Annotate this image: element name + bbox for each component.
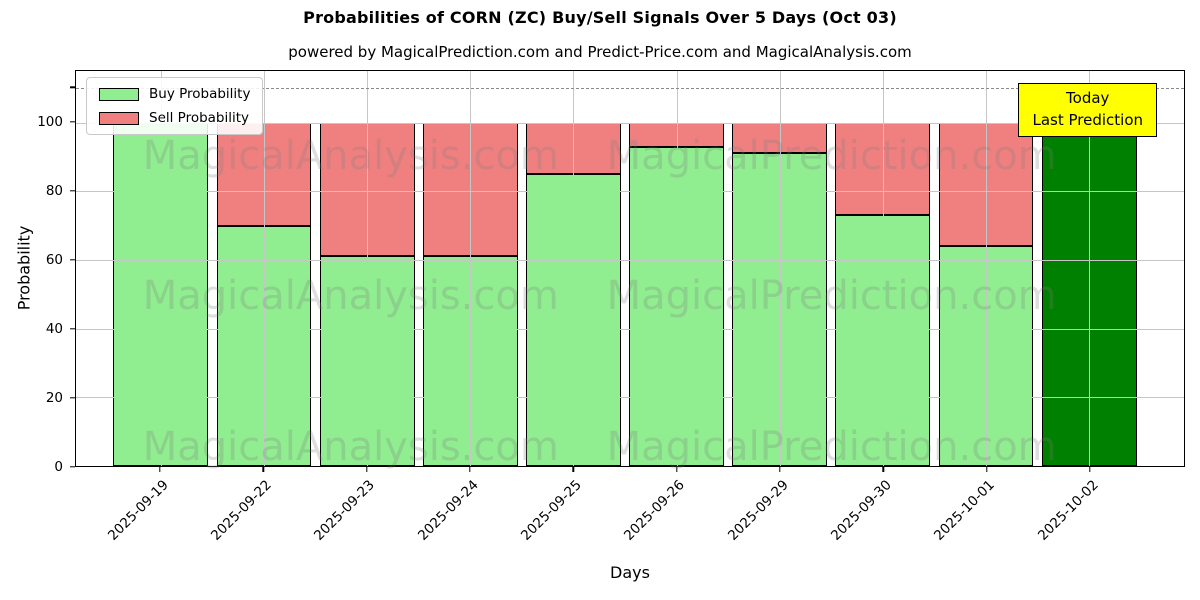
y-tick-label: 40 — [45, 320, 63, 337]
x-tick-mark — [882, 467, 885, 472]
y-tick-mark-threshold — [70, 86, 75, 88]
y-tick-mark — [70, 190, 75, 192]
x-tick-label: 2025-09-30 — [827, 477, 895, 544]
legend-entry-buy: Buy Probability — [99, 86, 250, 102]
y-tick-mark — [70, 259, 75, 261]
y-tick-label: 20 — [45, 389, 63, 406]
today-annotation: Today Last Prediction — [1018, 83, 1157, 137]
y-tick-label: 80 — [45, 182, 63, 199]
y-tick-label: 100 — [37, 113, 63, 130]
buy-legend-label: Buy Probability — [149, 86, 251, 102]
y-tick-label: 0 — [54, 459, 63, 475]
v-gridline — [1089, 71, 1091, 466]
chart-title: Probabilities of CORN (ZC) Buy/Sell Sign… — [303, 8, 897, 27]
v-gridline — [779, 71, 781, 466]
h-gridline — [76, 191, 1184, 193]
v-gridline — [470, 71, 472, 466]
x-tick-mark — [262, 467, 265, 472]
y-tick-label: 60 — [45, 251, 63, 268]
x-tick-label: 2025-10-02 — [1034, 477, 1102, 544]
h-gridline — [76, 259, 1184, 261]
sell-legend-label: Sell Probability — [149, 110, 250, 126]
annotation-line2: Last Prediction — [1032, 110, 1143, 129]
sell-legend-swatch — [99, 111, 139, 125]
v-gridline — [160, 71, 162, 466]
x-tick-label: 2025-09-24 — [414, 477, 482, 544]
v-gridline — [882, 71, 884, 466]
x-tick-mark — [365, 467, 368, 472]
x-tick-mark — [572, 467, 575, 472]
y-tick-mark — [70, 328, 75, 330]
h-gridline — [76, 122, 1184, 124]
legend-entry-sell: Sell Probability — [99, 110, 250, 126]
x-tick-label: 2025-09-22 — [207, 477, 275, 544]
h-gridline — [76, 397, 1184, 399]
y-tick-mark — [70, 466, 75, 468]
v-gridline — [676, 71, 678, 466]
buy-legend-swatch — [99, 87, 139, 101]
y-tick-mark — [70, 397, 75, 399]
plot-area: Buy Probability Sell Probability Today L… — [75, 70, 1185, 470]
x-axis: 2025-09-19 2025-09-22 2025-09-23 2025-09-24… — [75, 467, 1185, 597]
legend: Buy Probability Sell Probability — [86, 77, 264, 135]
h-gridline — [76, 328, 1184, 330]
v-gridline — [264, 71, 266, 466]
v-gridline — [986, 71, 988, 466]
y-axis: 0 20 40 60 80 100 — [0, 70, 75, 475]
x-tick-label: 2025-09-23 — [311, 477, 379, 544]
x-axis-label: Days — [610, 563, 650, 582]
x-tick-label: 2025-09-19 — [104, 477, 172, 544]
x-tick-mark — [1089, 467, 1091, 472]
v-gridline — [367, 71, 369, 466]
chart-subtitle: powered by MagicalPrediction.com and Pre… — [288, 43, 912, 61]
x-tick-label: 2025-09-25 — [517, 477, 585, 544]
x-tick-mark — [159, 467, 161, 472]
y-axis-label: Probability — [14, 225, 34, 311]
x-tick-label: 2025-09-26 — [621, 477, 689, 544]
x-tick-mark — [985, 467, 988, 472]
x-tick-mark — [675, 467, 678, 472]
y-tick-mark — [70, 121, 75, 123]
dashed-threshold-line — [76, 88, 1184, 90]
x-tick-mark — [779, 467, 781, 472]
x-tick-label: 2025-10-01 — [931, 477, 998, 544]
x-tick-mark — [469, 467, 471, 472]
v-gridline — [573, 71, 575, 466]
x-tick-label: 2025-09-29 — [724, 477, 792, 544]
annotation-line1: Today — [1066, 89, 1110, 107]
